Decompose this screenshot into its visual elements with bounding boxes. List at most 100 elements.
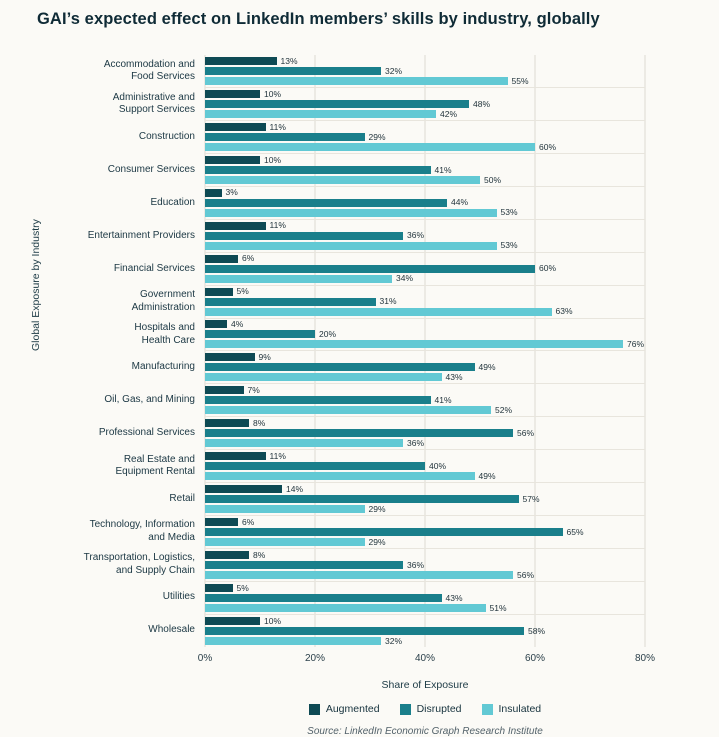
bar-insulated xyxy=(205,307,552,316)
bar-disrupted xyxy=(205,561,403,570)
bar-value-label: 36% xyxy=(407,230,425,241)
bar-value-label: 41% xyxy=(434,164,452,175)
bar-insulated xyxy=(205,571,513,580)
bar-value-label: 57% xyxy=(522,493,540,504)
bar-value-label: 31% xyxy=(379,296,397,307)
source-note: Source: LinkedIn Economic Graph Research… xyxy=(307,726,543,737)
category-label: Real Estate and Equipment Rental xyxy=(115,453,196,478)
bar-disrupted xyxy=(205,297,376,306)
bar-row: 63% xyxy=(205,307,645,316)
bar-value-label: 3% xyxy=(225,187,238,198)
bar-augmented xyxy=(205,551,249,560)
bar-group: 8% 56% 36% xyxy=(205,416,645,449)
bar-row: 32% xyxy=(205,66,645,75)
bar-value-label: 56% xyxy=(517,569,535,580)
bar-value-label: 36% xyxy=(407,438,425,449)
category-label: Professional Services xyxy=(98,426,195,438)
bar-row: 48% xyxy=(205,99,645,108)
bar-value-label: 36% xyxy=(407,559,425,570)
bar-augmented xyxy=(205,254,238,263)
bar-row: 6% xyxy=(205,518,645,527)
category-label: Education xyxy=(150,196,195,208)
bar-value-label: 41% xyxy=(434,395,452,406)
bar-insulated xyxy=(205,472,475,481)
bar-value-label: 76% xyxy=(627,339,645,350)
category-label: Consumer Services xyxy=(107,163,195,175)
bar-group: 7% 41% 52% xyxy=(205,383,645,416)
bar-insulated xyxy=(205,208,497,217)
bar-disrupted xyxy=(205,264,535,273)
bar-row: 29% xyxy=(205,132,645,141)
bar-row: 57% xyxy=(205,495,645,504)
bar-value-label: 10% xyxy=(264,615,282,626)
x-tick-label: 40% xyxy=(414,653,436,664)
bar-row: 32% xyxy=(205,636,645,645)
bar-value-label: 32% xyxy=(385,635,403,646)
bar-augmented xyxy=(205,353,255,362)
bar-row: 53% xyxy=(205,241,645,250)
category-label: Financial Services xyxy=(113,262,195,274)
bar-insulated xyxy=(205,538,365,547)
bar-insulated xyxy=(205,109,436,118)
bar-augmented xyxy=(205,616,260,625)
bar-row: 10% xyxy=(205,155,645,164)
bar-disrupted xyxy=(205,593,442,602)
bar-insulated xyxy=(205,373,442,382)
bar-row: 5% xyxy=(205,583,645,592)
bar-value-label: 58% xyxy=(528,625,546,636)
bar-augmented xyxy=(205,518,238,527)
bar-group: 14% 57% 29% xyxy=(205,482,645,515)
bar-disrupted xyxy=(205,132,365,141)
bar-row: 60% xyxy=(205,142,645,151)
legend-label: Disrupted xyxy=(416,703,462,715)
bar-row: 36% xyxy=(205,439,645,448)
x-tick-label: 60% xyxy=(524,653,546,664)
bar-insulated xyxy=(205,603,486,612)
chart-title: GAI’s expected effect on LinkedIn member… xyxy=(37,10,600,28)
bar-group: 5% 43% 51% xyxy=(205,581,645,614)
bar-value-label: 55% xyxy=(511,75,529,86)
bar-row: 11% xyxy=(205,122,645,131)
bar-value-label: 43% xyxy=(445,372,463,383)
bar-value-label: 50% xyxy=(484,174,502,185)
bar-value-label: 53% xyxy=(500,207,518,218)
bar-value-label: 51% xyxy=(489,602,507,613)
bar-value-label: 9% xyxy=(258,352,271,363)
legend-swatch-icon xyxy=(399,703,411,715)
bar-row: 31% xyxy=(205,297,645,306)
bar-augmented xyxy=(205,122,266,131)
bar-insulated xyxy=(205,274,392,283)
bar-row: 58% xyxy=(205,626,645,635)
bar-row: 7% xyxy=(205,386,645,395)
legend-item-disrupted: Disrupted xyxy=(399,703,462,715)
bar-value-label: 56% xyxy=(517,428,535,439)
bar-row: 56% xyxy=(205,429,645,438)
bar-value-label: 20% xyxy=(319,329,337,340)
bar-group: 10% 41% 50% xyxy=(205,152,645,186)
bar-disrupted xyxy=(205,231,403,240)
category-axis: Accommodation and Food Services Administr… xyxy=(0,55,197,647)
bar-row: 3% xyxy=(205,188,645,197)
legend-item-insulated: Insulated xyxy=(481,703,541,715)
bar-value-label: 6% xyxy=(242,253,255,264)
bar-value-label: 60% xyxy=(539,141,557,152)
bar-value-label: 6% xyxy=(242,516,255,527)
category-label: Technology, Information and Media xyxy=(89,519,195,543)
bar-augmented xyxy=(205,155,260,164)
bar-row: 40% xyxy=(205,462,645,471)
bar-value-label: 11% xyxy=(269,220,286,231)
legend-item-augmented: Augmented xyxy=(308,703,380,715)
bar-disrupted xyxy=(205,626,524,635)
bar-augmented xyxy=(205,452,266,461)
bar-disrupted xyxy=(205,396,431,405)
bar-augmented xyxy=(205,221,266,230)
bar-row: 8% xyxy=(205,419,645,428)
bar-insulated xyxy=(205,636,381,645)
x-tick-label: 0% xyxy=(197,653,213,664)
bar-row: 60% xyxy=(205,264,645,273)
bar-value-label: 29% xyxy=(368,503,386,514)
bar-row: 20% xyxy=(205,330,645,339)
bar-value-label: 5% xyxy=(236,286,249,297)
category-label: Transportation, Logistics, and Supply Ch… xyxy=(83,552,195,576)
bar-row: 36% xyxy=(205,231,645,240)
